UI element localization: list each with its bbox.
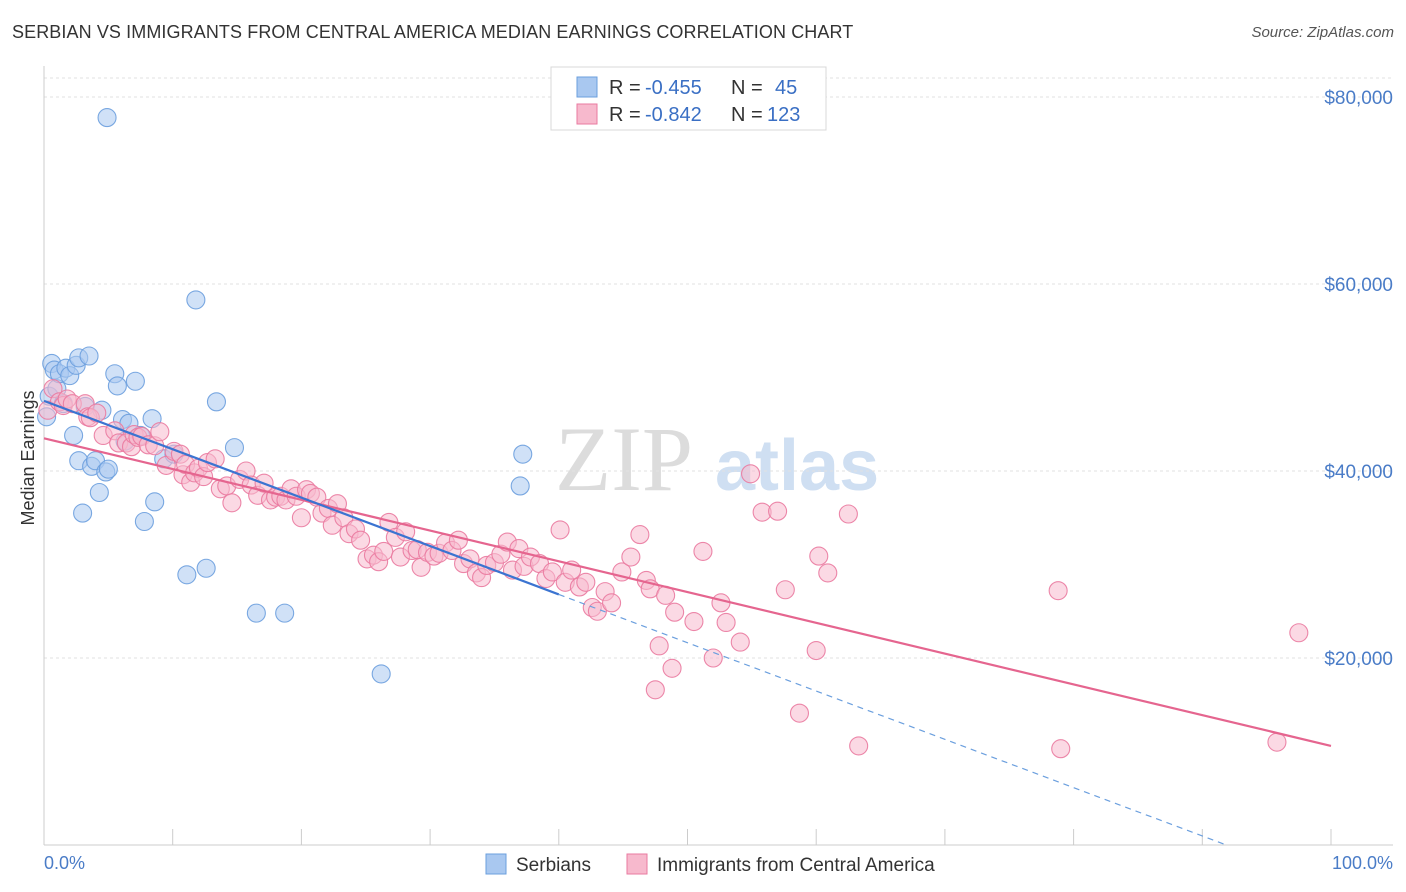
central-america-point-125 [1289, 623, 1309, 643]
legend-bottom-swatch-central-america [626, 853, 648, 875]
serbians-point-41 [371, 664, 391, 684]
central-america-point-118 [809, 546, 829, 566]
central-america-point-20 [150, 422, 170, 442]
legend-n-value-2: 123 [767, 104, 800, 126]
axes [43, 66, 1393, 846]
serbians-point-15 [79, 346, 99, 366]
legend-bottom-swatch-serbians [485, 853, 507, 875]
serbians-point-42 [510, 476, 530, 496]
central-america-point-111 [716, 612, 736, 633]
legend-n-label-2: N = [731, 104, 763, 126]
central-america-point-119 [818, 563, 838, 583]
central-america-point-110 [711, 593, 731, 613]
trend-line-serbians-extension [558, 593, 1227, 846]
central-america-point-121 [849, 736, 869, 756]
trend-lines [43, 399, 1332, 846]
legend-r-label-1: R = [609, 77, 641, 99]
watermark-zip: ZIP [555, 408, 693, 510]
serbians-point-43 [513, 444, 533, 464]
central-america-point-101 [630, 525, 650, 545]
legend-n-value-1: 45 [775, 77, 797, 99]
trend-line-serbians [43, 399, 560, 596]
central-america-point-46 [291, 508, 311, 528]
chart-title: SERBIAN VS IMMIGRANTS FROM CENTRAL AMERI… [12, 22, 854, 42]
legend-top: R = -0.455 N = 45 R = -0.842 N = 123 [550, 66, 827, 131]
central-america-point-34 [222, 493, 242, 513]
legend-bottom-label-serbians: Serbians [516, 855, 591, 876]
legend-swatch-serbians [576, 76, 598, 98]
legend-r-label-2: R = [609, 104, 641, 126]
central-america-point-89 [542, 562, 562, 582]
serbians-point-31 [145, 492, 165, 512]
serbians-point-44 [97, 108, 117, 128]
central-america-point-127 [645, 680, 665, 700]
serbians-point-36 [196, 558, 216, 578]
central-america-point-120 [838, 504, 858, 524]
central-america-point-106 [662, 658, 682, 678]
central-america-point-115 [768, 501, 788, 521]
serbians-point-18 [89, 482, 109, 503]
serbians-point-35 [186, 290, 206, 310]
legend-bottom: Serbians Immigrants from Central America [485, 853, 935, 876]
central-america-point-124 [1267, 732, 1287, 752]
central-america-point-74 [448, 530, 468, 550]
central-america-point-108 [684, 611, 704, 632]
legend-n-label-1: N = [731, 77, 763, 99]
central-america-point-122 [1048, 581, 1068, 601]
central-america-point-116 [775, 580, 795, 600]
central-america-point-94 [576, 572, 596, 592]
central-america-point-109 [693, 541, 713, 561]
x-tick-min: 0.0% [44, 853, 85, 873]
central-america-point-98 [602, 593, 622, 613]
central-america-point-100 [621, 547, 641, 567]
central-america-point-112 [730, 632, 750, 652]
central-america-point-57 [351, 530, 371, 550]
central-america-point-61 [374, 541, 394, 561]
y-tick-label-1: $40,000 [1324, 462, 1393, 483]
gridlines [44, 77, 1393, 659]
serbians-point-27 [125, 371, 145, 391]
serbians-point-9 [64, 425, 84, 446]
legend-swatch-central-america [576, 103, 598, 125]
serbians-point-40 [275, 603, 295, 623]
y-tick-label-3: $80,000 [1324, 88, 1393, 109]
legend-bottom-label-central-america: Immigrants from Central America [657, 855, 935, 876]
central-america-point-107 [665, 602, 685, 622]
serbians-point-29 [134, 511, 154, 532]
central-america-point-117 [789, 703, 810, 723]
legend-r-value-1: -0.455 [645, 77, 702, 99]
serbians-point-13 [73, 503, 93, 523]
central-america-point-113 [741, 464, 761, 484]
series-serbians-points [37, 108, 533, 684]
serbians-point-23 [107, 376, 127, 396]
central-america-point-128 [806, 640, 826, 661]
serbians-point-39 [246, 603, 266, 623]
trend-line-central-america [43, 437, 1332, 747]
y-tick-label-0: $20,000 [1324, 649, 1393, 670]
serbians-point-37 [206, 392, 227, 412]
central-america-point-9 [87, 403, 107, 423]
central-america-point-104 [649, 636, 669, 656]
watermark-atlas: atlas [715, 426, 879, 506]
source-label: Source: ZipAtlas.com [1251, 24, 1394, 41]
central-america-point-126 [703, 648, 723, 668]
legend-r-value-2: -0.842 [645, 104, 702, 126]
y-tick-label-2: $60,000 [1324, 275, 1393, 296]
y-axis-label: Median Earnings [18, 390, 38, 525]
serbians-point-34 [177, 565, 197, 585]
central-america-point-123 [1051, 739, 1071, 759]
x-tick-max: 100.0% [1332, 853, 1393, 873]
central-america-point-90 [550, 520, 570, 540]
serbians-point-38 [224, 438, 245, 458]
y-tick-labels: $20,000 $40,000 $60,000 $80,000 [1324, 88, 1393, 670]
serbians-point-21 [98, 459, 118, 479]
